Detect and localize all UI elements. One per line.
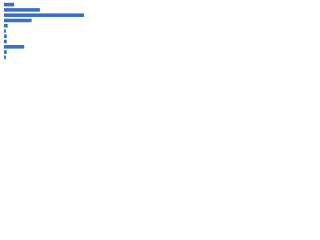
page: {"chart_data": {"type": "bar", "orientat… <box>0 0 100 71</box>
bar <box>4 34 7 39</box>
bar <box>4 50 7 54</box>
bar <box>4 23 8 28</box>
chart <box>4 2 85 60</box>
bar <box>4 13 85 17</box>
bar <box>4 39 7 44</box>
bar <box>4 18 32 23</box>
bar <box>4 8 40 12</box>
bar <box>4 45 25 49</box>
bar <box>4 55 6 60</box>
bar <box>4 2 15 7</box>
bar <box>4 29 6 33</box>
